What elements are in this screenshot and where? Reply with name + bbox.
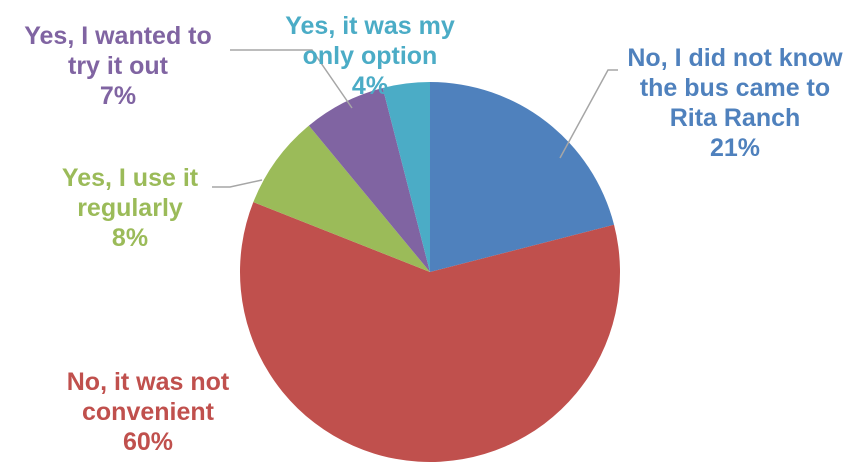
- leader-line-4: [230, 49, 353, 109]
- slice-labels: No, I did not know the bus came to Rita Ra…: [24, 12, 843, 456]
- pie-slice-5: [382, 82, 430, 272]
- slice-label-line: only option: [303, 42, 438, 70]
- slice-label-line: the bus came to: [640, 74, 830, 102]
- slice-label-line: Rita Ranch: [670, 104, 801, 132]
- slice-label-3: Yes, I use it regularly 8%: [62, 164, 199, 252]
- leader-lines: [212, 49, 618, 188]
- slice-label-line: No, I did not know: [627, 44, 843, 72]
- slice-percent-5: 4%: [352, 72, 388, 100]
- slice-label-2: No, it was not convenient 60%: [67, 368, 230, 456]
- slice-label-line: Yes, I use it: [62, 164, 199, 192]
- leader-line-3: [212, 179, 263, 188]
- slice-label-4: Yes, I wanted to try it out 7%: [24, 22, 212, 110]
- slice-label-line: Yes, I wanted to: [24, 22, 212, 50]
- pie-slice-1: [430, 82, 615, 272]
- slice-label-line: regularly: [77, 194, 183, 222]
- leader-line-1: [559, 69, 618, 159]
- slice-label-5: Yes, it was my only option 4%: [285, 12, 455, 100]
- slice-percent-4: 7%: [100, 82, 136, 110]
- slice-label-line: No, it was not: [67, 368, 230, 396]
- slice-percent-3: 8%: [112, 224, 148, 252]
- slice-label-line: try it out: [68, 52, 169, 80]
- pie-slices: [239, 82, 620, 462]
- pie-slice-2: [239, 202, 620, 462]
- pie-slice-4: [308, 87, 430, 272]
- slice-percent-1: 21%: [710, 134, 760, 162]
- slice-label-line: convenient: [82, 398, 215, 426]
- pie-slice-3: [253, 125, 430, 272]
- slice-label-1: No, I did not know the bus came to Rita Ra…: [627, 44, 843, 162]
- slice-label-line: Yes, it was my: [285, 12, 455, 40]
- slice-percent-2: 60%: [123, 428, 173, 456]
